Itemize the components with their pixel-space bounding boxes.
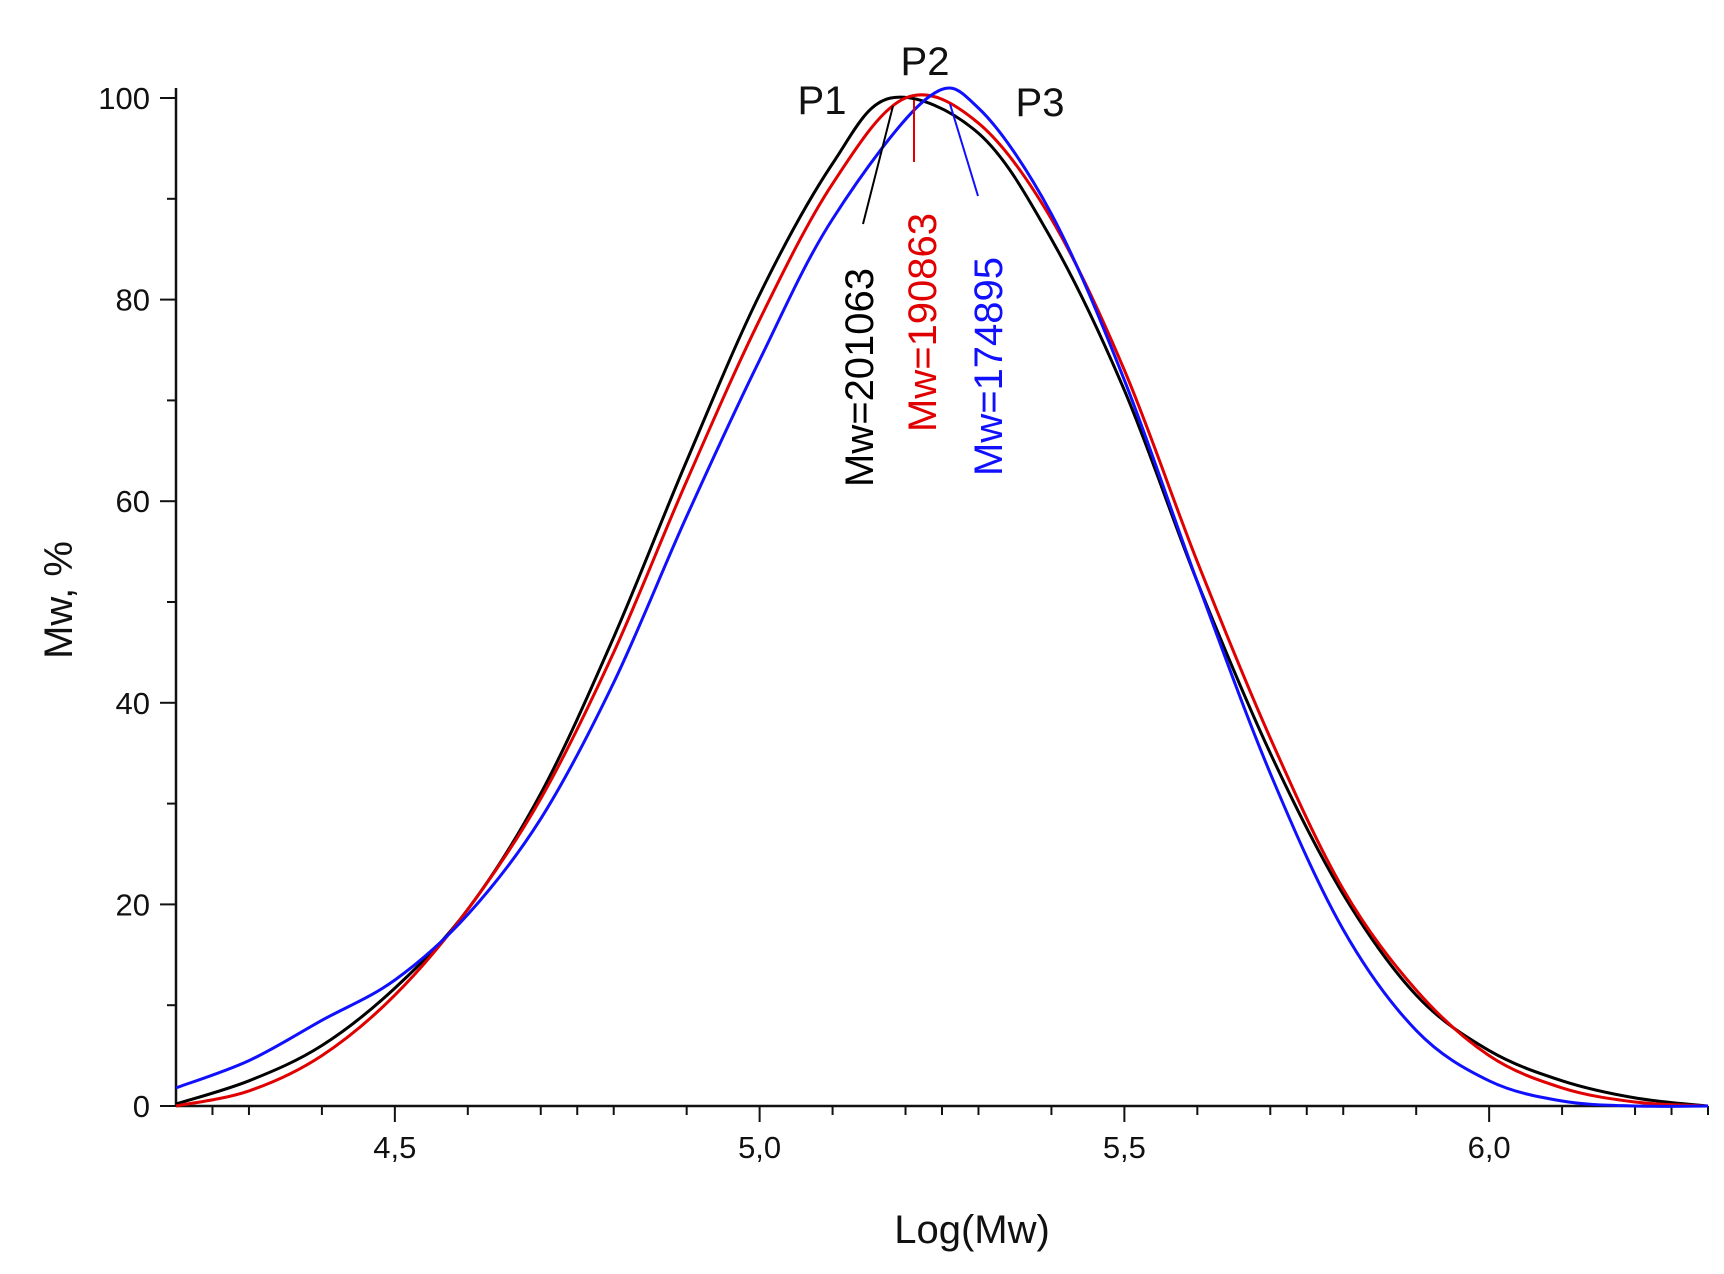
y-tick-label: 60 xyxy=(116,484,150,519)
peak-label-p2: P2 xyxy=(901,40,950,84)
peak-label-p3: P3 xyxy=(1016,81,1065,125)
annotations: Log(Mw) Mw, % P1 P2 P3 Mw=201063 Mw=1908… xyxy=(37,40,1064,1252)
curves xyxy=(175,86,1709,1108)
x-tick-label: 5,0 xyxy=(738,1130,781,1165)
y-axis-title: Mw, % xyxy=(37,541,81,659)
x-axis-title: Log(Mw) xyxy=(894,1208,1050,1252)
leader-line-p3 xyxy=(949,103,979,197)
x-tick-label: 5,5 xyxy=(1103,1130,1146,1165)
mw-label-p1: Mw=201063 xyxy=(838,268,882,487)
peak-label-p1: P1 xyxy=(798,79,847,123)
y-tick-label: 0 xyxy=(133,1089,150,1124)
axes: 4,5 5,0 5,5 6,0 0 20 40 60 80 100 xyxy=(98,81,1709,1165)
series-line-p3 xyxy=(175,86,1709,1108)
y-tick-label: 80 xyxy=(116,283,150,318)
y-tick-label: 100 xyxy=(98,81,150,116)
y-tick-label: 20 xyxy=(116,887,150,922)
x-tick-label: 6,0 xyxy=(1468,1130,1511,1165)
series-line-p2 xyxy=(175,93,1709,1108)
y-tick-label: 40 xyxy=(116,686,150,721)
leader-line-p1 xyxy=(862,105,894,225)
mw-label-p2: Mw=190863 xyxy=(901,213,945,432)
x-tick-label: 4,5 xyxy=(373,1130,416,1165)
mw-label-p3: Mw=174895 xyxy=(967,257,1011,476)
